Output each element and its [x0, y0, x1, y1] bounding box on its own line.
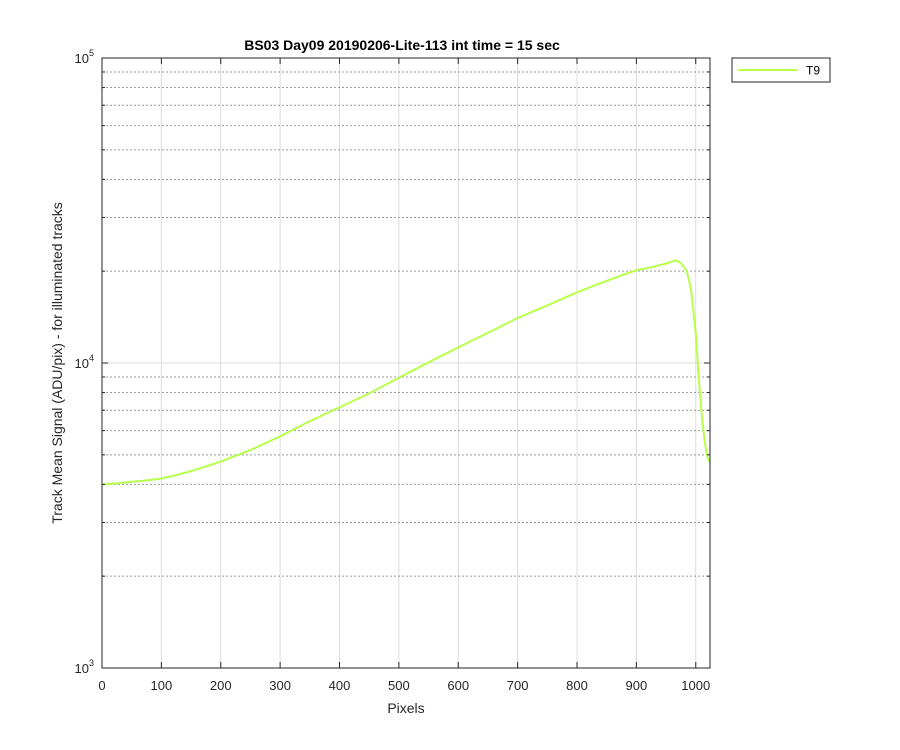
- x-tick-labels: 0 100 200 300 400 500 600 700 800 900 1000: [98, 678, 710, 693]
- legend: T9: [731, 57, 831, 83]
- y-tick-labels: 103 104 105: [75, 48, 94, 676]
- legend-label-t9: T9: [806, 64, 820, 78]
- y-tick-label: 104: [75, 353, 94, 371]
- x-axis-label: Pixels: [387, 700, 424, 716]
- x-tick-label: 300: [269, 678, 291, 693]
- x-tick-label: 900: [626, 678, 648, 693]
- x-tick-label: 100: [151, 678, 173, 693]
- series-layer: [101, 259, 711, 486]
- y-tick-label: 103: [75, 658, 94, 676]
- x-tick-label: 600: [447, 678, 469, 693]
- y-tick-label: 105: [75, 48, 94, 66]
- ticks: [101, 57, 710, 669]
- x-tick-label: 500: [388, 678, 410, 693]
- series-line-t9: [101, 259, 711, 486]
- x-tick-label: 800: [566, 678, 588, 693]
- y-axis-label: Track Mean Signal (ADU/pix) - for illumi…: [49, 202, 65, 524]
- grid: [101, 57, 710, 669]
- x-tick-label: 200: [210, 678, 232, 693]
- chart-title: BS03 Day09 20190206-Lite-113 int time = …: [244, 37, 560, 53]
- x-tick-label: 400: [329, 678, 351, 693]
- x-tick-label: 700: [507, 678, 529, 693]
- x-tick-label: 1000: [681, 678, 710, 693]
- x-tick-label: 0: [98, 678, 105, 693]
